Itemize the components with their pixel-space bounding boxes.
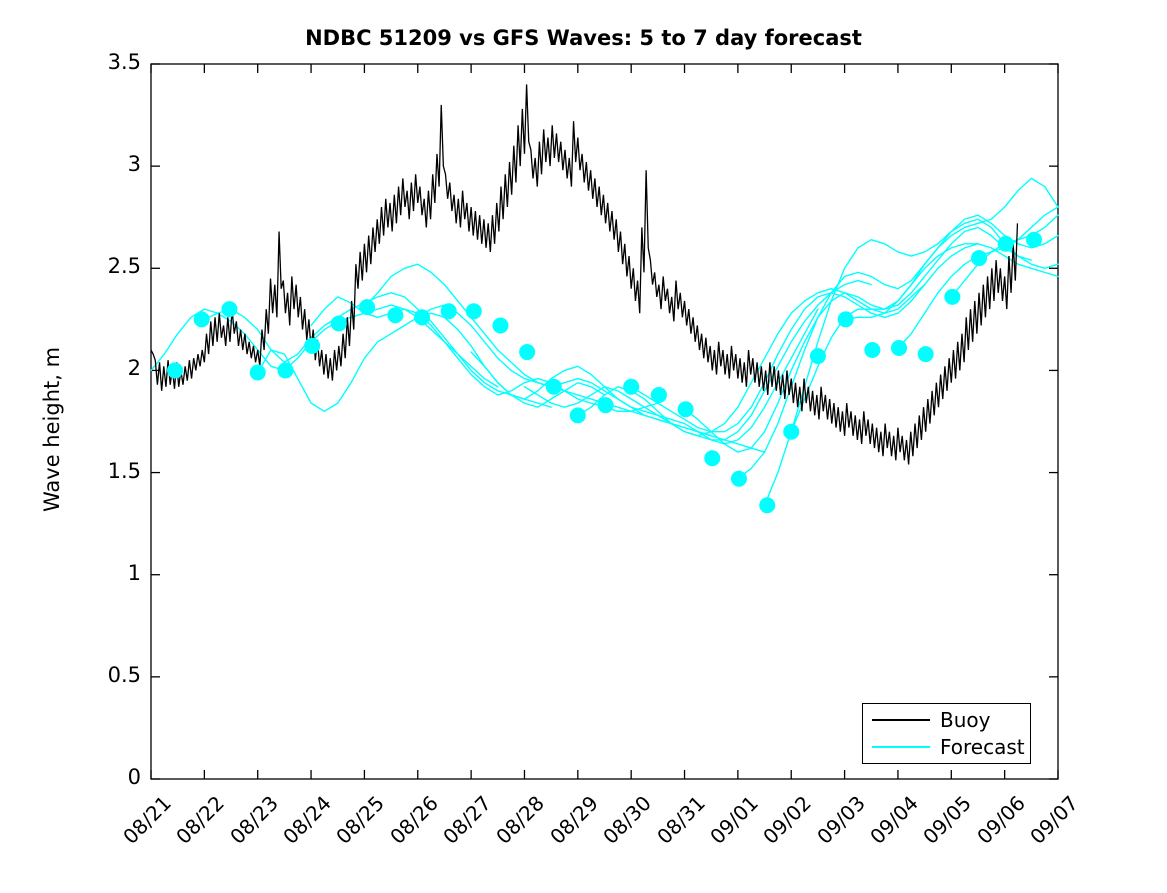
forecast-member-1	[203, 292, 552, 408]
buoy-series-line	[150, 84, 1019, 465]
figure-canvas: NDBC 51209 vs GFS Waves: 5 to 7 day fore…	[40, 26, 1083, 849]
forecast-marker-28	[917, 346, 934, 363]
chart-title: NDBC 51209 vs GFS Waves: 5 to 7 day fore…	[305, 26, 862, 50]
forecast-marker-11	[465, 303, 482, 320]
legend-entry-forecast: Forecast	[863, 734, 1025, 760]
forecast-marker-5	[304, 337, 321, 354]
forecast-member-5	[417, 304, 766, 453]
forecast-marker-8	[387, 307, 404, 324]
forecast-marker-4	[277, 362, 294, 379]
forecast-member-14	[843, 243, 1059, 321]
forecast-marker-9	[414, 309, 431, 326]
legend-swatch-forecast	[872, 746, 930, 748]
forecast-member-0	[150, 304, 499, 388]
y-tick-label-2_5: 2.5	[107, 254, 141, 279]
forecast-marker-15	[569, 407, 586, 424]
y-tick-label-0_5: 0.5	[107, 662, 141, 687]
y-tick-label-0: 0	[127, 765, 141, 789]
forecast-marker-26	[864, 342, 881, 358]
forecast-marker-3	[249, 364, 266, 381]
forecast-marker-10	[440, 303, 457, 320]
y-tick-label-3_5: 3.5	[107, 50, 141, 74]
forecast-member-13	[790, 177, 1059, 433]
legend: Buoy Forecast	[862, 703, 1031, 764]
forecast-marker-20	[704, 450, 721, 467]
forecast-member-9	[630, 243, 979, 433]
legend-entry-buoy: Buoy	[863, 707, 990, 733]
forecast-marker-27	[891, 339, 908, 356]
forecast-marker-14	[545, 378, 562, 395]
forecast-member-8	[577, 283, 926, 437]
y-tick-label-3: 3	[127, 152, 141, 177]
forecast-marker-2	[221, 301, 238, 318]
forecast-marker-1	[193, 311, 210, 328]
buoy-observations-path	[150, 84, 1019, 465]
forecast-marker-16	[597, 397, 614, 414]
forecast-marker-31	[997, 235, 1014, 252]
forecast-series-lines	[150, 177, 1059, 506]
y-tick-label-1: 1	[127, 560, 141, 585]
forecast-marker-21	[730, 470, 747, 487]
forecast-marker-22	[759, 497, 776, 514]
forecast-marker-19	[677, 401, 694, 418]
forecast-marker-13	[519, 344, 536, 361]
forecast-member-11	[737, 214, 1059, 480]
forecast-marker-29	[944, 288, 961, 305]
forecast-start-markers	[167, 231, 1042, 514]
forecast-marker-18	[650, 386, 667, 403]
legend-label-buoy: Buoy	[940, 708, 991, 732]
forecast-marker-17	[623, 378, 640, 395]
legend-label-forecast: Forecast	[940, 735, 1025, 759]
legend-swatch-buoy	[872, 719, 930, 721]
forecast-marker-24	[809, 348, 826, 365]
forecast-marker-12	[492, 317, 509, 334]
forecast-marker-30	[971, 250, 988, 267]
forecast-member-2	[257, 312, 606, 412]
forecast-marker-25	[837, 311, 854, 328]
y-tick-label-1_5: 1.5	[107, 458, 141, 483]
forecast-marker-32	[1025, 231, 1042, 248]
plot-area	[150, 63, 1059, 780]
forecast-marker-6	[330, 315, 347, 332]
forecast-marker-23	[783, 423, 800, 440]
axis-frame	[150, 63, 1059, 780]
axis-box	[150, 63, 1059, 780]
forecast-marker-0	[167, 362, 184, 379]
y-tick-label-2: 2	[127, 356, 141, 381]
forecast-member-10	[683, 226, 1033, 453]
forecast-marker-7	[359, 299, 376, 316]
forecast-member-6	[470, 308, 819, 445]
